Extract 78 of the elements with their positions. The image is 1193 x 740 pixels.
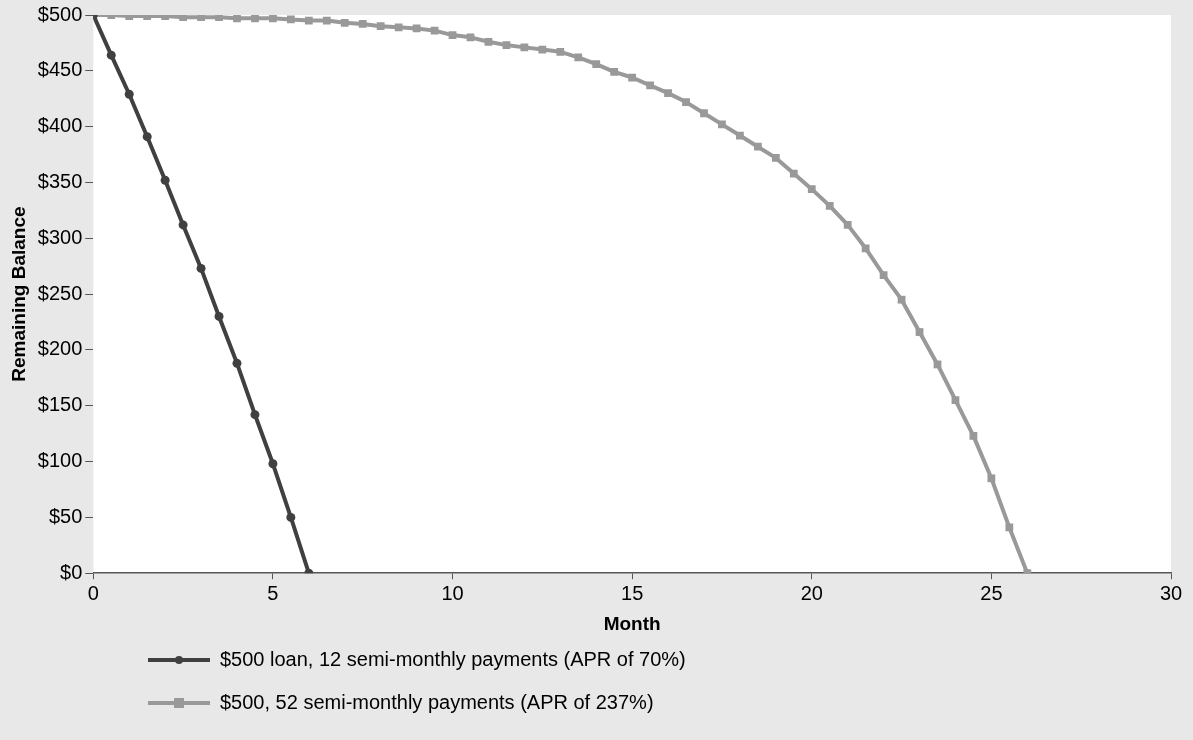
x-tick-label: 20 (800, 581, 823, 604)
y-tick-label: $100 (37, 449, 83, 472)
point (430, 26, 439, 35)
point (376, 22, 385, 31)
x-tick-label: 5 (267, 581, 279, 604)
point (178, 220, 188, 230)
point (915, 328, 924, 336)
y-tick-label: $0 (60, 560, 83, 583)
point (951, 396, 960, 405)
x-tick-label: 0 (87, 581, 99, 604)
y-axis-title: Remaining Balance (7, 206, 29, 382)
point (538, 45, 547, 54)
point (718, 120, 726, 129)
point (789, 169, 798, 178)
point (574, 53, 583, 62)
y-tick-label: $450 (37, 58, 83, 81)
legend-label: $500, 52 semi-monthly payments (APR of 237%) (220, 691, 654, 714)
point (340, 18, 349, 27)
point (215, 15, 223, 22)
point (322, 16, 331, 25)
point (268, 459, 278, 469)
point (196, 263, 206, 273)
point (700, 109, 708, 118)
point (160, 175, 170, 185)
point (484, 37, 493, 46)
point (520, 43, 529, 52)
point (394, 23, 403, 32)
point (502, 41, 511, 50)
point (771, 154, 780, 162)
y-tick-label: $350 (37, 169, 83, 192)
point (861, 244, 870, 253)
point (232, 358, 242, 368)
point (825, 202, 834, 210)
x-tick-label: 15 (621, 581, 644, 604)
point (628, 73, 637, 82)
point (214, 311, 224, 321)
y-tick-label: $150 (37, 393, 83, 416)
point (987, 474, 996, 483)
point (969, 431, 978, 440)
point (879, 271, 888, 280)
point (304, 16, 313, 25)
point (646, 81, 654, 90)
point (358, 20, 367, 28)
point (1005, 523, 1014, 532)
point (753, 142, 762, 151)
legend-label: $500 loan, 12 semi-monthly payments (APR of 70%) (220, 648, 686, 671)
x-tick-label: 10 (441, 581, 464, 604)
y-tick-label: $200 (37, 337, 83, 360)
point (106, 50, 116, 60)
point (269, 15, 277, 23)
point (807, 185, 816, 194)
point (592, 60, 601, 69)
point (843, 220, 852, 229)
point (664, 89, 672, 98)
point (142, 132, 152, 142)
y-tick-label: $500 (37, 2, 83, 25)
point (179, 15, 187, 22)
point (466, 33, 475, 42)
x-tick-label: 25 (980, 581, 1003, 604)
point (286, 15, 295, 24)
y-tick-label: $50 (48, 504, 83, 527)
point (736, 131, 744, 140)
point (556, 47, 565, 56)
point (197, 15, 205, 22)
point (233, 15, 241, 23)
point (610, 68, 619, 76)
y-tick-label: $400 (37, 114, 83, 137)
point (448, 31, 457, 39)
point (250, 410, 260, 420)
y-tick-label: $300 (37, 225, 83, 248)
x-axis-title: Month (603, 612, 661, 634)
point (682, 98, 690, 106)
point (897, 295, 906, 304)
x-tick-label: 30 (1159, 581, 1183, 604)
point (286, 512, 296, 522)
point (124, 89, 134, 99)
y-tick-label: $250 (37, 281, 83, 304)
point (251, 15, 259, 23)
